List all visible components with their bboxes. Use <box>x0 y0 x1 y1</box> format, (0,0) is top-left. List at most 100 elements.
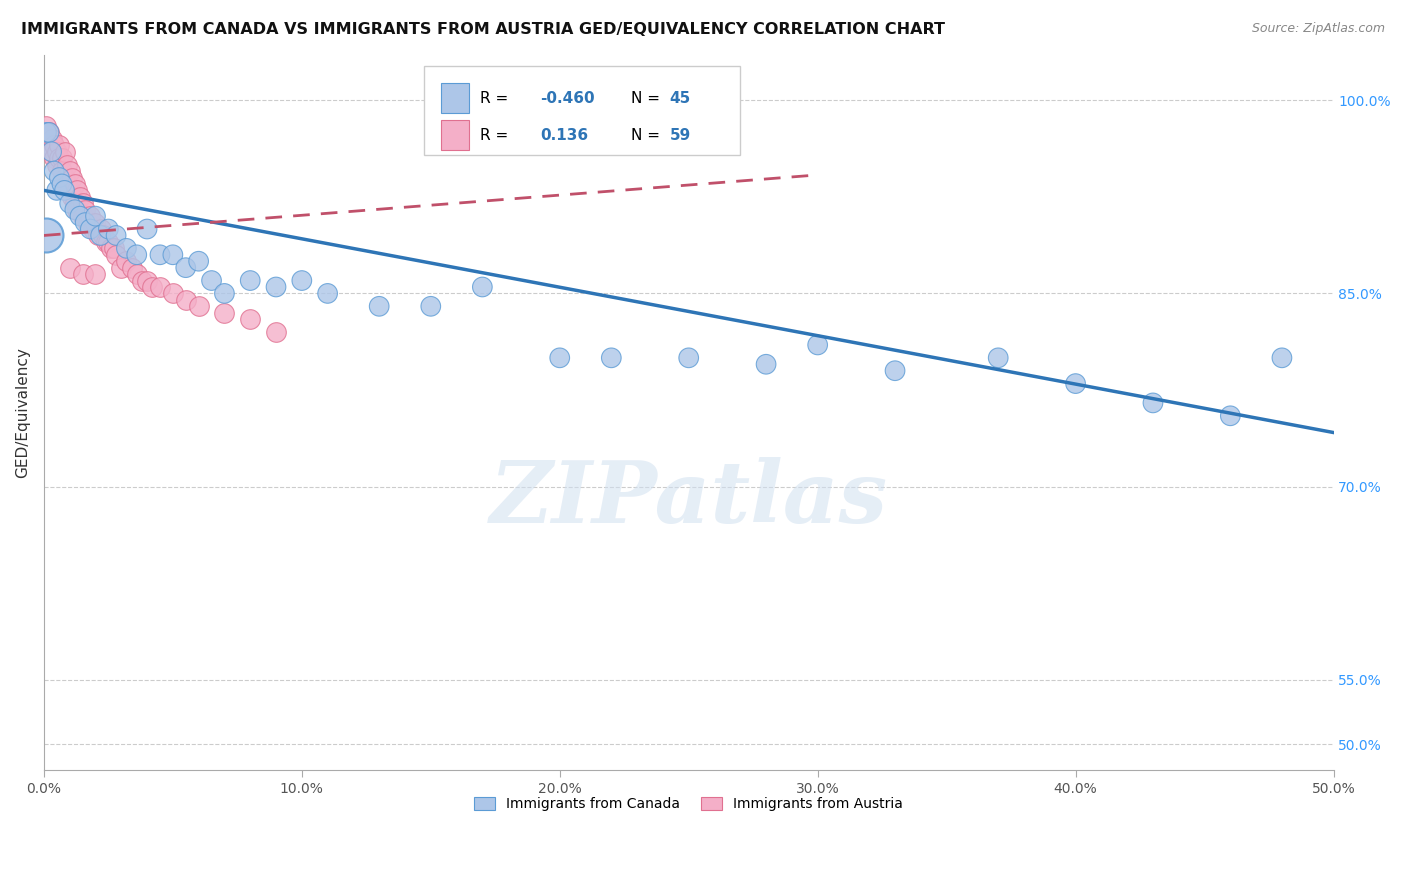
Point <box>368 299 391 313</box>
Point <box>87 228 110 243</box>
Point <box>48 151 70 165</box>
Point <box>82 222 104 236</box>
Point <box>97 222 120 236</box>
Point <box>72 209 94 223</box>
Point <box>1271 351 1294 365</box>
Point <box>214 286 236 301</box>
Legend: Immigrants from Canada, Immigrants from Austria: Immigrants from Canada, Immigrants from … <box>468 791 908 817</box>
Point <box>141 280 163 294</box>
Point <box>187 254 209 268</box>
Point <box>678 351 700 365</box>
Point <box>44 151 66 165</box>
Point <box>755 357 778 371</box>
Point <box>48 138 70 153</box>
Point <box>45 145 67 159</box>
Point <box>51 151 73 165</box>
Point <box>66 183 89 197</box>
Point <box>1219 409 1241 423</box>
Point <box>63 202 86 217</box>
Point <box>136 222 159 236</box>
Text: 59: 59 <box>669 128 690 143</box>
Point <box>187 299 209 313</box>
Point <box>84 209 107 223</box>
Point <box>38 125 60 139</box>
Point <box>51 164 73 178</box>
Point <box>63 177 86 191</box>
Point <box>53 145 76 159</box>
Text: IMMIGRANTS FROM CANADA VS IMMIGRANTS FROM AUSTRIA GED/EQUIVALENCY CORRELATION CH: IMMIGRANTS FROM CANADA VS IMMIGRANTS FRO… <box>21 22 945 37</box>
Point <box>69 190 91 204</box>
Point <box>97 235 120 249</box>
Point <box>548 351 571 365</box>
Point <box>59 260 82 275</box>
Point <box>115 241 138 255</box>
Point <box>884 364 907 378</box>
Text: ZIPatlas: ZIPatlas <box>489 457 887 540</box>
Point <box>239 312 262 326</box>
Text: N =: N = <box>631 128 659 143</box>
Y-axis label: GED/Equivalency: GED/Equivalency <box>15 347 30 478</box>
Point <box>600 351 623 365</box>
Point <box>72 196 94 211</box>
Point <box>1064 376 1087 391</box>
Point <box>45 158 67 172</box>
Point <box>53 183 76 197</box>
Point <box>41 132 63 146</box>
Point <box>91 228 114 243</box>
Point <box>48 170 70 185</box>
Point <box>264 280 287 294</box>
Point <box>105 248 128 262</box>
Point <box>149 248 172 262</box>
Text: R =: R = <box>479 128 508 143</box>
Point <box>174 293 197 307</box>
Text: R =: R = <box>479 91 508 106</box>
Point <box>94 235 117 249</box>
Point <box>110 260 132 275</box>
Point <box>79 209 101 223</box>
Point <box>38 125 60 139</box>
Point <box>162 286 184 301</box>
Point <box>264 325 287 339</box>
Point <box>56 177 79 191</box>
Point <box>103 241 125 255</box>
Point <box>72 267 94 281</box>
Point <box>35 228 58 243</box>
Point <box>105 228 128 243</box>
Point <box>59 183 82 197</box>
Point <box>59 196 82 211</box>
Point <box>56 158 79 172</box>
Point <box>149 280 172 294</box>
Point <box>41 145 63 159</box>
Point <box>200 274 222 288</box>
Point <box>239 274 262 288</box>
Point <box>131 274 153 288</box>
Point <box>35 119 58 133</box>
Point <box>60 170 83 185</box>
Point <box>125 267 148 281</box>
Point <box>41 145 63 159</box>
Point <box>51 177 73 191</box>
Point <box>76 216 98 230</box>
Point <box>987 351 1010 365</box>
Point <box>79 222 101 236</box>
Point <box>471 280 494 294</box>
Point <box>174 260 197 275</box>
Point <box>90 222 112 236</box>
Point <box>100 241 122 255</box>
Point <box>136 274 159 288</box>
Point <box>45 183 67 197</box>
Point <box>807 338 830 352</box>
Point <box>162 248 184 262</box>
FancyBboxPatch shape <box>441 83 470 113</box>
Point <box>66 202 89 217</box>
Point <box>35 125 58 139</box>
Point <box>44 164 66 178</box>
Point <box>84 267 107 281</box>
Point <box>84 216 107 230</box>
Text: -0.460: -0.460 <box>540 91 595 106</box>
FancyBboxPatch shape <box>425 66 741 155</box>
Point <box>316 286 339 301</box>
Point <box>291 274 314 288</box>
Text: 0.136: 0.136 <box>540 128 589 143</box>
Point <box>125 248 148 262</box>
